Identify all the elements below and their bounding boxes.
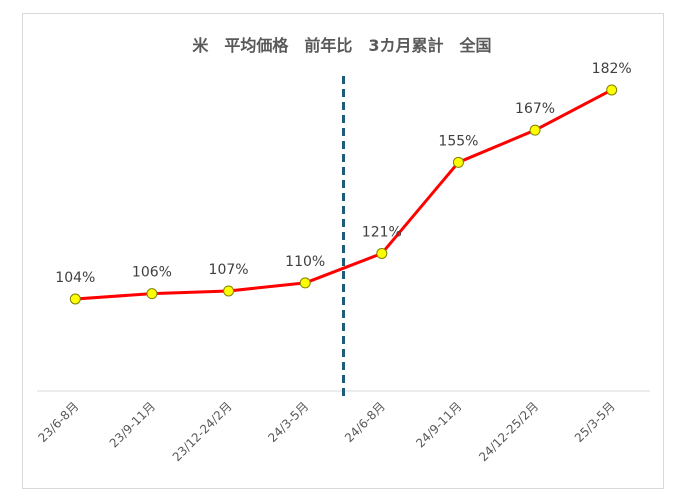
data-point xyxy=(606,84,618,96)
data-label: 155% xyxy=(438,133,478,149)
data-point xyxy=(223,285,235,297)
data-point xyxy=(376,247,388,259)
data-label: 104% xyxy=(55,270,95,286)
data-label: 167% xyxy=(515,101,555,117)
x-tick-label: 24/12-25/2月 xyxy=(476,399,541,464)
x-tick-label: 24/9-11月 xyxy=(413,399,464,450)
data-label: 110% xyxy=(285,254,325,270)
data-label: 107% xyxy=(209,262,249,278)
x-tick-label: 24/6-8月 xyxy=(342,399,388,445)
data-label: 121% xyxy=(362,224,402,240)
data-point xyxy=(299,277,311,289)
data-point xyxy=(452,156,464,168)
data-label: 106% xyxy=(132,265,172,281)
x-tick-label: 24/3-5月 xyxy=(265,399,311,445)
data-point xyxy=(529,124,541,136)
x-tick-label: 23/12-24/2月 xyxy=(170,399,235,464)
data-point xyxy=(69,293,81,305)
data-point xyxy=(146,288,158,300)
chart-title: 米 平均価格 前年比 3カ月累計 全国 xyxy=(192,36,492,55)
x-tick-label: 25/3-5月 xyxy=(572,399,618,445)
data-label: 182% xyxy=(592,61,632,77)
x-tick-label: 23/9-11月 xyxy=(107,399,158,450)
x-tick-label: 23/6-8月 xyxy=(36,399,82,445)
series-line xyxy=(75,88,613,301)
